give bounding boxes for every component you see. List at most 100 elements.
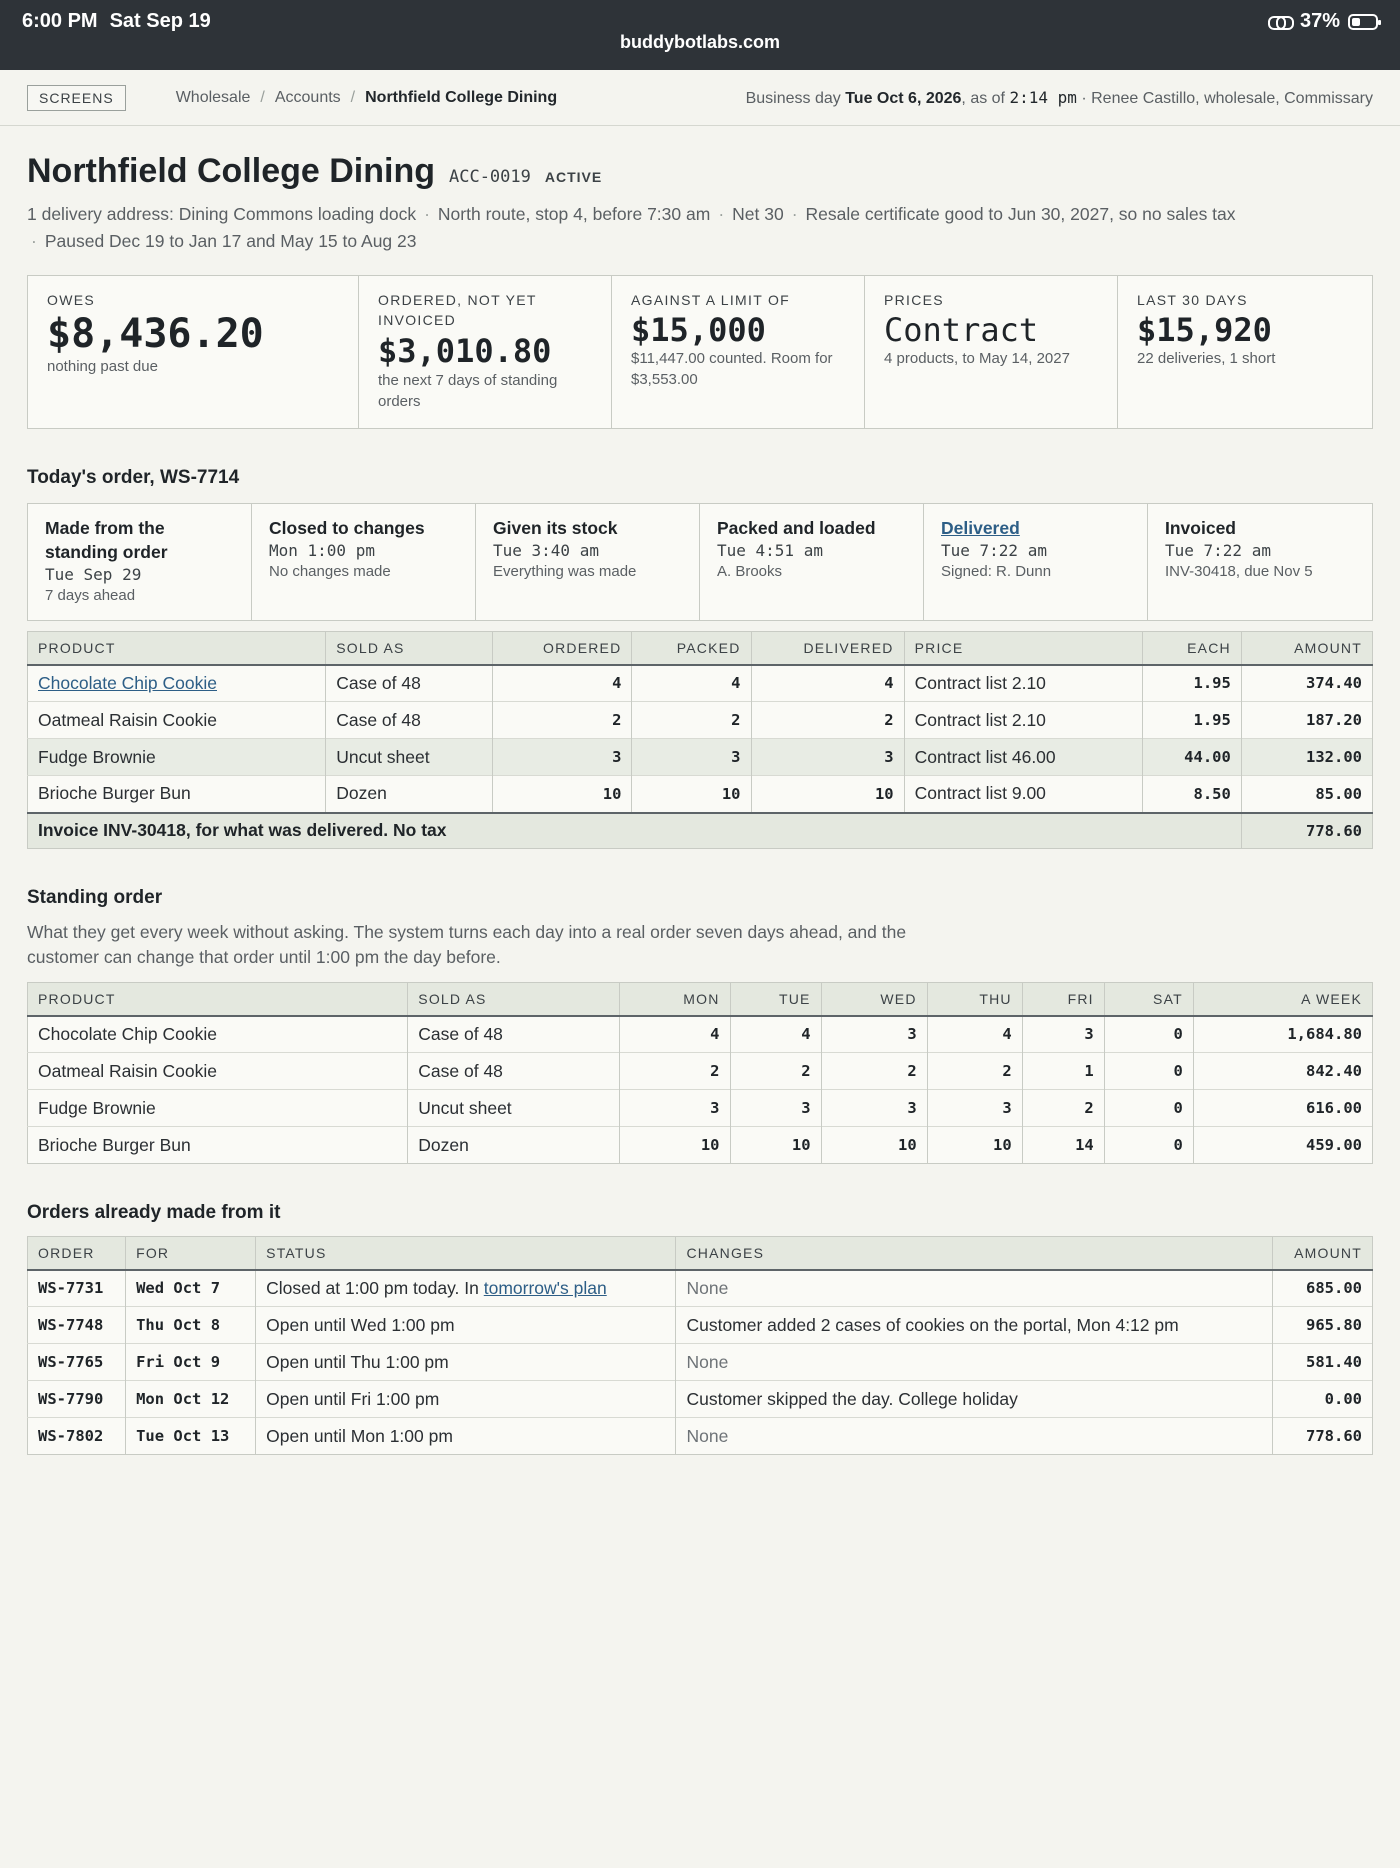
step-note: No changes made [269,563,391,580]
table-header-row: ORDER FOR STATUS CHANGES AMOUNT [27,1236,1374,1271]
wed-cell[interactable]: 3 [821,1015,928,1053]
thu-cell[interactable]: 3 [927,1089,1023,1127]
thu-cell[interactable]: 10 [927,1126,1023,1164]
col-price: PRICE [904,631,1143,666]
order-changes: None [675,1417,1273,1455]
breadcrumb-current: Northfield College Dining [365,88,558,106]
meta-terms: Net 30 [732,204,784,224]
meta-resale-certificate: Resale certificate good to Jun 30, 2027,… [805,204,1236,224]
card-label: ORDERED, NOT YET INVOICED [378,292,537,328]
table-header-row: PRODUCT SOLD AS MON TUE WED THU FRI SAT … [27,982,1374,1017]
tue-cell[interactable]: 10 [730,1126,822,1164]
card-sub: nothing past due [47,358,158,375]
battery-icon [1348,13,1381,30]
wed-cell[interactable]: 2 [821,1052,928,1090]
business-day-info: Business day Tue Oct 6, 2026, as of 2:14… [746,88,1373,108]
order-code[interactable]: WS-7765 [27,1343,127,1381]
week-cell: 842.40 [1193,1052,1374,1090]
card-owes: OWES $8,436.20 nothing past due [28,276,359,428]
table-row: Oatmeal Raisin Cookie Case of 48 2 2 2 C… [27,701,1374,739]
account-name: Northfield College Dining [27,152,435,190]
sat-cell[interactable]: 0 [1104,1126,1194,1164]
invoice-total-label: Invoice INV-30418, for what was delivere… [27,811,1242,849]
sat-cell[interactable]: 0 [1104,1089,1194,1127]
card-sub: 4 products, to May 14, 2027 [884,350,1070,367]
table-row[interactable]: WS-7731 Wed Oct 7 Closed at 1:00 pm toda… [27,1269,1374,1307]
order-code[interactable]: WS-7748 [27,1306,127,1344]
tue-cell[interactable]: 2 [730,1052,822,1090]
col-amount: AMOUNT [1241,631,1374,666]
col-delivered: DELIVERED [751,631,905,666]
thu-cell[interactable]: 4 [927,1015,1023,1053]
sold-as-cell: Case of 48 [325,664,494,702]
order-status: Open until Fri 1:00 pm [255,1380,677,1418]
col-sat: SAT [1104,982,1194,1017]
screens-button[interactable]: SCREENS [27,84,126,111]
mon-cell[interactable]: 3 [619,1089,731,1127]
product-cell: Chocolate Chip Cookie [27,1015,409,1053]
col-changes: CHANGES [675,1236,1273,1271]
step-title: Given its stock [493,518,618,538]
product-cell: Oatmeal Raisin Cookie [27,1052,409,1090]
step-closed: Closed to changes Mon 1:00 pm No changes… [252,504,476,620]
product-link[interactable]: Chocolate Chip Cookie [27,664,327,702]
ordered-cell: 4 [492,664,633,702]
thu-cell[interactable]: 2 [927,1052,1023,1090]
table-row[interactable]: WS-7790 Mon Oct 12 Open until Fri 1:00 p… [27,1380,1374,1418]
fri-cell[interactable]: 2 [1022,1089,1105,1127]
orders-made-heading: Orders already made from it [27,1202,281,1223]
browser-url[interactable]: buddybotlabs.com [619,32,780,52]
mon-cell[interactable]: 4 [619,1015,731,1053]
tomorrows-plan-link[interactable]: tomorrow's plan [483,1277,607,1298]
table-row[interactable]: WS-7802 Tue Oct 13 Open until Mon 1:00 p… [27,1417,1374,1455]
card-ordered-not-invoiced: ORDERED, NOT YET INVOICED $3,010.80 the … [359,276,612,428]
breadcrumb-accounts[interactable]: Accounts [274,88,341,106]
fri-cell[interactable]: 1 [1022,1052,1105,1090]
business-day-date: Tue Oct 6, 2026 [845,89,962,107]
order-code[interactable]: WS-7731 [27,1269,127,1307]
order-status: Open until Thu 1:00 pm [255,1343,677,1381]
sat-cell[interactable]: 0 [1104,1015,1194,1053]
sat-cell[interactable]: 0 [1104,1052,1194,1090]
mon-cell[interactable]: 2 [619,1052,731,1090]
step-when: Tue 7:22 am [1165,541,1271,560]
breadcrumb-separator: / [260,88,265,106]
packed-cell: 2 [631,701,752,739]
invoice-total-row: Invoice INV-30418, for what was delivere… [27,811,1374,849]
table-row[interactable]: WS-7765 Fri Oct 9 Open until Thu 1:00 pm… [27,1343,1374,1381]
breadcrumb-wholesale[interactable]: Wholesale [175,88,251,106]
order-code[interactable]: WS-7802 [27,1417,127,1455]
table-row: Fudge Brownie Uncut sheet 3 3 3 Contract… [27,738,1374,776]
as-of-prefix: , as of [961,89,1005,107]
fri-cell[interactable]: 3 [1022,1015,1105,1053]
wed-cell[interactable]: 10 [821,1126,928,1164]
sold-as-cell: Case of 48 [407,1052,621,1090]
status-badge: ACTIVE [544,169,603,185]
price-cell: Contract list 2.10 [904,701,1143,739]
sold-as-cell: Case of 48 [407,1015,621,1053]
fri-cell[interactable]: 14 [1022,1126,1105,1164]
card-last-30-days: LAST 30 DAYS $15,920 22 deliveries, 1 sh… [1118,276,1371,428]
tue-cell[interactable]: 4 [730,1015,822,1053]
tue-cell[interactable]: 3 [730,1089,822,1127]
price-cell: Contract list 2.10 [904,664,1143,702]
link-icon [1267,15,1294,30]
delivered-link[interactable]: Delivered [941,518,1020,538]
order-date: Mon Oct 12 [125,1380,257,1418]
sold-as-cell: Case of 48 [325,701,494,739]
todays-order-table: PRODUCT SOLD AS ORDERED PACKED DELIVERED… [27,631,1374,849]
order-date: Wed Oct 7 [125,1269,257,1307]
step-note: INV-30418, due Nov 5 [1165,563,1313,580]
page-title: Northfield College Dining ACC-0019 ACTIV… [27,152,1373,191]
delivered-cell: 4 [751,664,905,702]
sold-as-cell: Uncut sheet [325,738,494,776]
product-cell: Brioche Burger Bun [27,1126,409,1164]
table-row[interactable]: WS-7748 Thu Oct 8 Open until Wed 1:00 pm… [27,1306,1374,1344]
col-order: ORDER [27,1236,127,1271]
account-meta: 1 delivery address: Dining Commons loadi… [27,204,1236,251]
mon-cell[interactable]: 10 [619,1126,731,1164]
col-for: FOR [125,1236,257,1271]
order-code[interactable]: WS-7790 [27,1380,127,1418]
week-cell: 616.00 [1193,1089,1374,1127]
wed-cell[interactable]: 3 [821,1089,928,1127]
